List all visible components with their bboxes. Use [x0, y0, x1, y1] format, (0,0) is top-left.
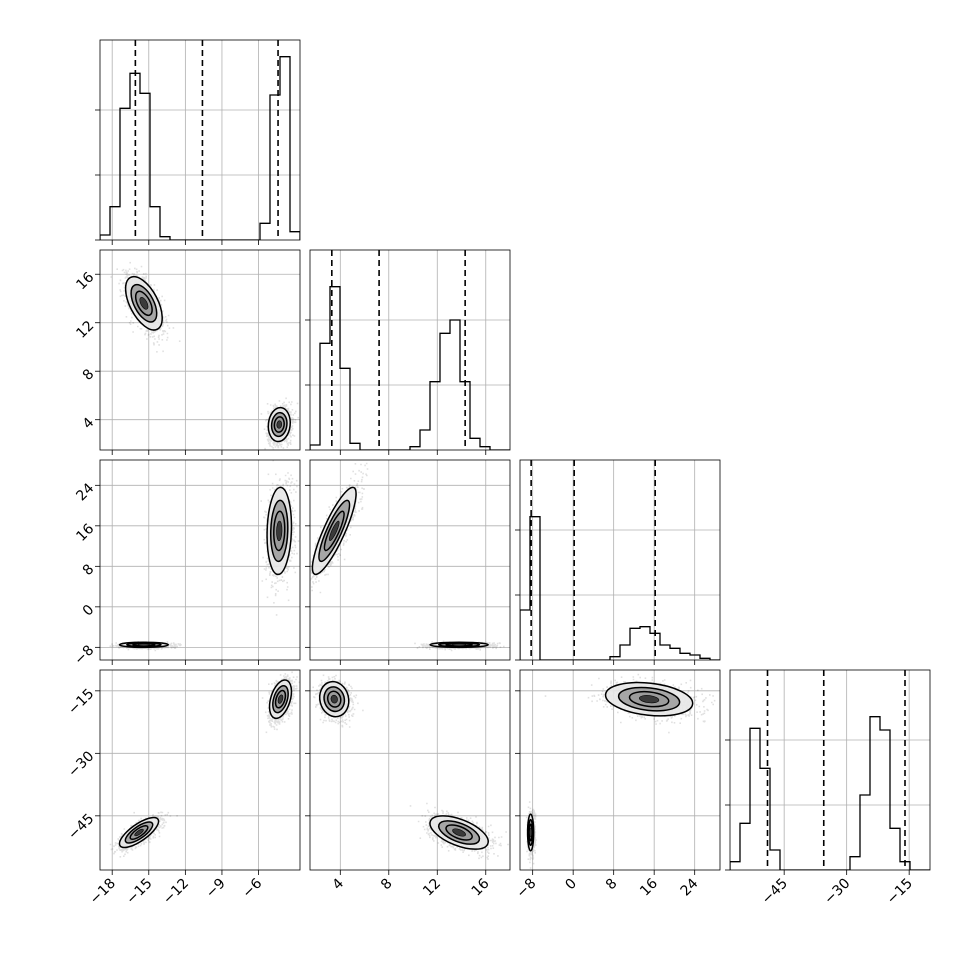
panel-1-2: [305, 459, 511, 665]
panel-0-2-cluster-1: [260, 460, 300, 616]
panel-0-2-ytick-label-1: 0: [80, 602, 98, 620]
panel-1-3-xtick-label-0: 4: [330, 875, 348, 893]
histogram-2-steps: [520, 516, 720, 660]
panel-0-3-cluster-0-contour-3: [134, 828, 144, 837]
histogram-3-steps: [730, 716, 930, 870]
panel-0-1-ytick-label-0: 4: [80, 415, 98, 433]
panel-0-2-ytick-label-4: 24: [73, 480, 97, 504]
panel-1-2-frame: [309, 459, 511, 661]
panel-0-3-frame: [99, 669, 301, 871]
panel-0-1-cluster-0: [110, 261, 181, 353]
histogram-2-frame: [519, 459, 721, 661]
panel-0-3-ytick-label-0: −45: [65, 811, 97, 843]
panel-2-3-xtick-label-4: 24: [678, 875, 702, 899]
panel-1-3-xtick-label-3: 16: [469, 875, 493, 899]
panel-1-2-cluster-1: [414, 640, 505, 652]
panel-1-2-cluster-0-contour-3: [329, 520, 340, 541]
panel-2-3: −8 0 8 16 24: [514, 669, 721, 902]
panel-0-1-frame: [99, 249, 301, 451]
panel-2-3-frame: [519, 669, 721, 871]
histogram-0: [95, 39, 301, 245]
panel-1-3-cluster-0: [312, 674, 364, 728]
panel-2-3-xtick-label-1: 0: [562, 876, 580, 894]
panel-1-3-cluster-1-contour-3: [452, 828, 466, 837]
panel-0-3-xtick-label-1: −15: [123, 876, 155, 908]
histogram-3-xtick-label-1: −30: [821, 876, 853, 908]
panel-1-2-cluster-0: [310, 462, 369, 594]
histogram-3-frame: [729, 669, 931, 871]
panel-0-2-ytick-label-0: −8: [71, 642, 97, 668]
panel-0-3-cluster-1: [261, 670, 300, 734]
panel-0-1: 4 8 12 16: [73, 249, 301, 455]
panel-2-3-cluster-1-contour-3: [529, 828, 533, 837]
panel-0-3-xtick-label-2: −12: [160, 876, 192, 908]
panel-1-2-cluster-1-contour-3: [452, 643, 466, 647]
panel-0-2-ytick-label-2: 8: [80, 561, 98, 579]
histogram-3-xtick-label-0: −45: [759, 876, 791, 908]
histogram-0-steps: [100, 56, 300, 240]
panel-2-3-cluster-0-contour-3: [639, 695, 660, 704]
histogram-3-xtick-label-2: −15: [884, 876, 916, 908]
histogram-1-frame: [309, 249, 511, 451]
panel-0-2-cluster-0-contour-3: [138, 643, 150, 647]
panel-0-3-xtick-label-3: −9: [203, 876, 229, 902]
panel-0-3: −18 −15 −12 −9 −6−45−30−15: [65, 669, 301, 908]
histogram-0-frame: [99, 39, 301, 241]
panel-1-3: 4 8 12 16: [305, 669, 511, 900]
panel-0-2-frame: [99, 459, 301, 661]
histogram-1-steps: [310, 286, 510, 450]
panel-0-1-cluster-0-contour-3: [139, 297, 149, 310]
panel-1-3-cluster-0-contour-3: [330, 694, 338, 704]
panel-0-3-cluster-1-contour-3: [277, 694, 284, 704]
panel-0-1-cluster-1: [260, 397, 300, 450]
histogram-3: −45 −30 −15: [725, 669, 931, 908]
panel-1-3-xtick-label-2: 12: [420, 876, 444, 900]
histogram-1: [305, 249, 511, 455]
histogram-2: [515, 459, 721, 665]
panel-0-2-cluster-1-contour-3: [276, 520, 283, 541]
panel-1-3-frame: [309, 669, 511, 871]
panel-2-3-xtick-label-0: −8: [514, 876, 540, 902]
panel-0-3-ytick-label-2: −15: [65, 686, 97, 718]
panel-0-3-ytick-label-1: −30: [65, 748, 97, 780]
panel-1-3-cluster-1: [409, 802, 509, 860]
panel-0-2: −8 0 8 16 24: [71, 459, 301, 668]
panel-0-1-ytick-label-1: 8: [80, 366, 98, 384]
panel-2-3-cluster-0: [544, 673, 716, 734]
panel-2-3-xtick-label-2: 8: [603, 876, 621, 894]
panel-0-1-cluster-1-contour-3: [276, 420, 283, 429]
panel-0-3-cluster-0: [109, 811, 178, 858]
panel-1-3-xtick-label-1: 8: [378, 876, 396, 894]
panel-0-2-cluster-0: [109, 641, 182, 652]
panel-2-3-xtick-label-3: 16: [637, 875, 661, 899]
panel-0-3-xtick-label-4: −6: [239, 875, 265, 901]
panel-0-1-ytick-label-3: 16: [73, 269, 97, 293]
panel-2-3-cluster-1: [525, 801, 537, 869]
panel-0-3-xtick-label-0: −18: [87, 876, 119, 908]
panel-0-1-ytick-label-2: 12: [73, 318, 97, 342]
panel-0-2-ytick-label-3: 16: [73, 521, 97, 545]
